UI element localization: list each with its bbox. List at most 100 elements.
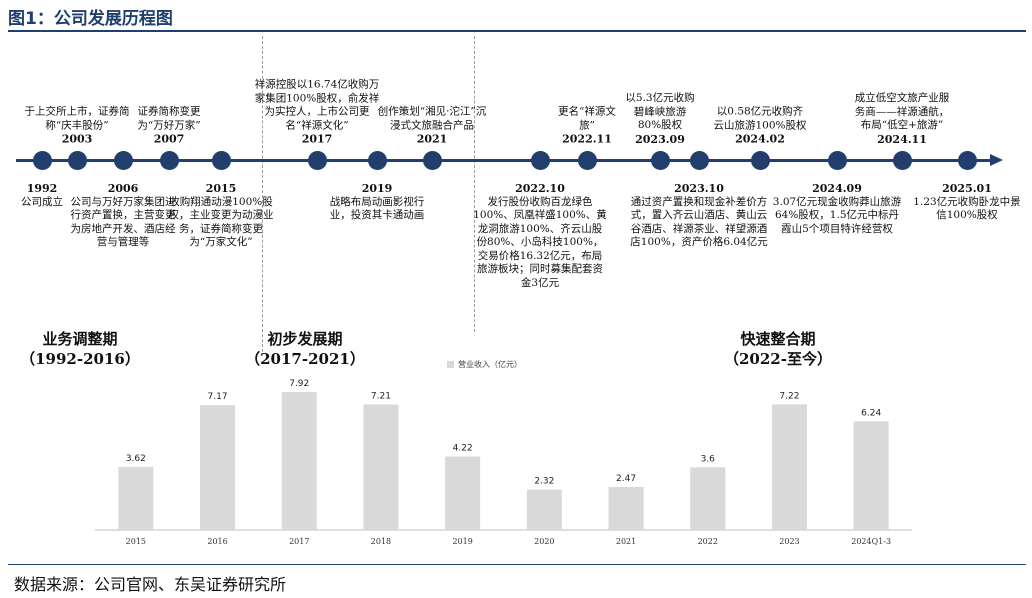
- timeline-date: 1992: [26, 182, 58, 195]
- timeline-date: 2024.09: [812, 182, 862, 195]
- data-label: 7.92: [289, 379, 309, 389]
- phase-name: 初步发展期: [267, 330, 343, 348]
- timeline-dot: [750, 151, 770, 170]
- timeline-axis: [16, 159, 992, 162]
- timeline-text: 3.07亿元现金收购莽山旅游64%股权，1.5亿元中标丹霞山5个项目特许经营权: [772, 195, 902, 235]
- x-tick-label: 2016: [207, 537, 227, 546]
- timeline-event: 祥源控股以16.74亿收购万家集团100%股权，俞发祥为实控人，上市公司更名“祥…: [252, 79, 382, 147]
- timeline-dot: [113, 151, 133, 170]
- timeline-dot: [211, 151, 231, 170]
- timeline-date: 2007: [153, 132, 185, 146]
- phase-name: 业务调整期: [42, 330, 118, 348]
- timeline-text: 收购翔通动漫100%股权，主业变更为动漫业务，证券简称变更为“万家文化”: [168, 195, 274, 249]
- timeline-date: 2017: [301, 132, 333, 146]
- title-rule: [8, 30, 1026, 32]
- timeline-text: 以5.3亿元收购碧峰峡旅游80%股权: [625, 92, 695, 131]
- timeline-event: 1992 公司成立: [12, 182, 72, 209]
- data-label: 6.24: [861, 408, 881, 418]
- timeline-date: 2022.10: [515, 182, 565, 195]
- x-tick-label: 2022: [698, 537, 718, 546]
- phase-rapid-integration: 快速整合期 （2022-至今）: [693, 329, 863, 369]
- timeline-date: 2006: [107, 182, 139, 195]
- x-tick-label: 2021: [616, 537, 636, 546]
- timeline-text: 以0.58亿元收购齐云山旅游100%股权: [713, 105, 807, 132]
- timeline-date: 2019: [361, 182, 393, 195]
- data-label: 7.17: [208, 392, 228, 402]
- timeline-dot: [650, 151, 670, 170]
- timeline-text: 于上交所上市，证券简称“庆丰股份”: [24, 105, 130, 132]
- data-label: 3.62: [126, 454, 146, 464]
- timeline-event: 更名“祥源文旅” 2022.11: [552, 106, 622, 147]
- x-tick-label: 2019: [452, 537, 472, 546]
- phase-divider-2: [474, 36, 475, 332]
- timeline-text: 公司与万好万家集团进行资产置换，主营变更为房地产开发、酒店经营与管理等: [70, 195, 176, 249]
- timeline-event: 2019 战略布局动画影视行业，投资其卡通动画: [330, 182, 425, 223]
- x-tick-label: 2018: [371, 537, 391, 546]
- bar: [445, 456, 481, 530]
- bar: [690, 467, 726, 530]
- data-label: 7.22: [779, 391, 799, 401]
- timeline-event: 2025.01 1.23亿元收购卧龙中景信100%股权: [912, 182, 1022, 223]
- timeline-event: 2024.09 3.07亿元现金收购莽山旅游64%股权，1.5亿元中标丹霞山5个项…: [772, 182, 902, 236]
- timeline-event: 2023.10 通过资产置换和现金补差价方式，置入齐云山酒店、黄山云谷酒店、祥源茶…: [629, 182, 769, 250]
- timeline-text: 战略布局动画影视行业，投资其卡通动画: [329, 195, 425, 222]
- timeline-text: 公司成立: [21, 195, 63, 208]
- timeline-text: 证券简称变更为“万好万家”: [137, 105, 201, 132]
- x-tick-label: 2015: [126, 537, 146, 546]
- bar: [608, 486, 644, 530]
- bar: [118, 466, 154, 530]
- x-tick-label: 2023: [779, 537, 799, 546]
- timeline-dot: [827, 151, 847, 170]
- timeline-dot: [67, 151, 87, 170]
- timeline-arrow: [990, 154, 1003, 166]
- timeline-dot: [530, 151, 550, 170]
- figure-title: 图1：公司发展历程图: [8, 9, 173, 29]
- data-label: 2.32: [534, 477, 554, 487]
- timeline-date: 2023.09: [635, 132, 685, 146]
- bar: [526, 489, 562, 530]
- timeline-text: 通过资产置换和现金补差价方式，置入齐云山酒店、黄山云谷酒店、祥源茶业、祥望源酒店…: [630, 195, 768, 249]
- phase-name: 快速整合期: [740, 330, 816, 348]
- x-tick-label: 2020: [534, 537, 554, 546]
- bar: [281, 392, 317, 530]
- timeline-date: 2021: [416, 132, 448, 146]
- timeline-dot: [307, 151, 327, 170]
- phase-initial-development: 初步发展期 （2017-2021）: [220, 329, 390, 369]
- timeline-date: 2023.10: [674, 182, 724, 195]
- legend-swatch: [447, 361, 454, 368]
- timeline-text: 1.23亿元收购卧龙中景信100%股权: [913, 195, 1021, 222]
- data-label: 4.22: [453, 444, 473, 454]
- timeline-dot: [957, 151, 977, 170]
- bar: [771, 404, 807, 530]
- timeline-event: 证券简称变更为“万好万家” 2007: [129, 106, 209, 147]
- x-tick-label: 2017: [289, 537, 309, 546]
- timeline-dot: [577, 151, 597, 170]
- data-label: 2.47: [616, 474, 636, 484]
- phase-adjustment: 业务调整期 （1992-2016）: [0, 329, 165, 369]
- bar: [363, 404, 399, 530]
- timeline-dot: [159, 151, 179, 170]
- timeline-event: 创作策划“湘见·沱江”沉浸式文旅融合产品 2021: [377, 106, 487, 147]
- timeline-dot: [689, 151, 709, 170]
- timeline-date: 2024.11: [877, 132, 927, 146]
- x-tick-label: 2024Q1-3: [851, 537, 891, 546]
- timeline-event: 2022.10 发行股份收购百龙绿色100%、凤凰祥盛100%、黄龙洞旅游100%…: [473, 182, 608, 290]
- phase-divider-1: [262, 36, 263, 352]
- chart-legend: 营业收入（亿元）: [447, 359, 522, 370]
- bottom-rule: [8, 564, 1026, 565]
- timeline-date: 2003: [61, 132, 93, 146]
- timeline-dot: [367, 151, 387, 170]
- timeline-event: 成立低空文旅产业服务商——祥源通航，布局“低空+旅游” 2024.11: [855, 92, 950, 146]
- source-note: 数据来源：公司官网、东吴证券研究所: [14, 575, 287, 594]
- timeline-text: 发行股份收购百龙绿色100%、凤凰祥盛100%、黄龙洞旅游100%、齐云山股份8…: [473, 195, 607, 289]
- phase-range: （1992-2016）: [20, 350, 140, 368]
- data-label: 7.21: [371, 391, 391, 401]
- timeline-date: 2025.01: [942, 182, 992, 195]
- timeline-text: 创作策划“湘见·沱江”沉浸式文旅融合产品: [377, 105, 487, 132]
- timeline-event: 2015 收购翔通动漫100%股权，主业变更为动漫业务，证券简称变更为“万家文化”: [166, 182, 276, 250]
- data-label: 3.6: [701, 454, 716, 464]
- timeline-dot: [32, 151, 52, 170]
- phase-range: （2022-至今）: [724, 350, 832, 368]
- bar: [200, 405, 236, 530]
